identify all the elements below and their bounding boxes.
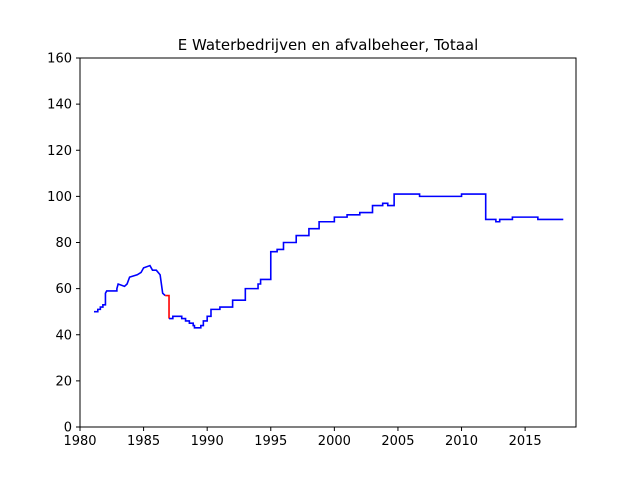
plot-area-frame	[79, 57, 577, 428]
y-tick-label: 20	[55, 374, 72, 389]
y-tick-label: 0	[64, 421, 72, 436]
x-tick-label: 2005	[381, 434, 414, 449]
series-layer	[93, 193, 564, 329]
y-tick-label: 160	[47, 52, 72, 67]
y-tick-label: 80	[55, 236, 72, 251]
series-line-2	[165, 294, 170, 319]
y-tick-label: 140	[47, 98, 72, 113]
x-tick-label: 2000	[318, 434, 351, 449]
x-tick-label: 2015	[509, 434, 542, 449]
x-tick-label: 1990	[191, 434, 224, 449]
x-axis: 1980 1985 1990 1995 2000 2005 2010 2015	[63, 427, 542, 449]
x-tick-label: 1995	[254, 434, 287, 449]
series-line-3	[169, 193, 564, 329]
chart-title: E Waterbedrijven en afvalbeheer, Totaal	[178, 36, 479, 54]
y-tick-label: 120	[47, 144, 72, 159]
y-tick-label: 100	[47, 190, 72, 205]
y-tick-label: 60	[55, 282, 72, 297]
x-tick-label: 2010	[445, 434, 478, 449]
x-tick-label: 1985	[127, 434, 160, 449]
y-tick-label: 40	[55, 328, 72, 343]
series-line-1	[93, 264, 166, 313]
y-axis: 0 20 40 60 80 100 120 140 160	[47, 52, 80, 436]
x-tick-label: 1980	[63, 434, 96, 449]
